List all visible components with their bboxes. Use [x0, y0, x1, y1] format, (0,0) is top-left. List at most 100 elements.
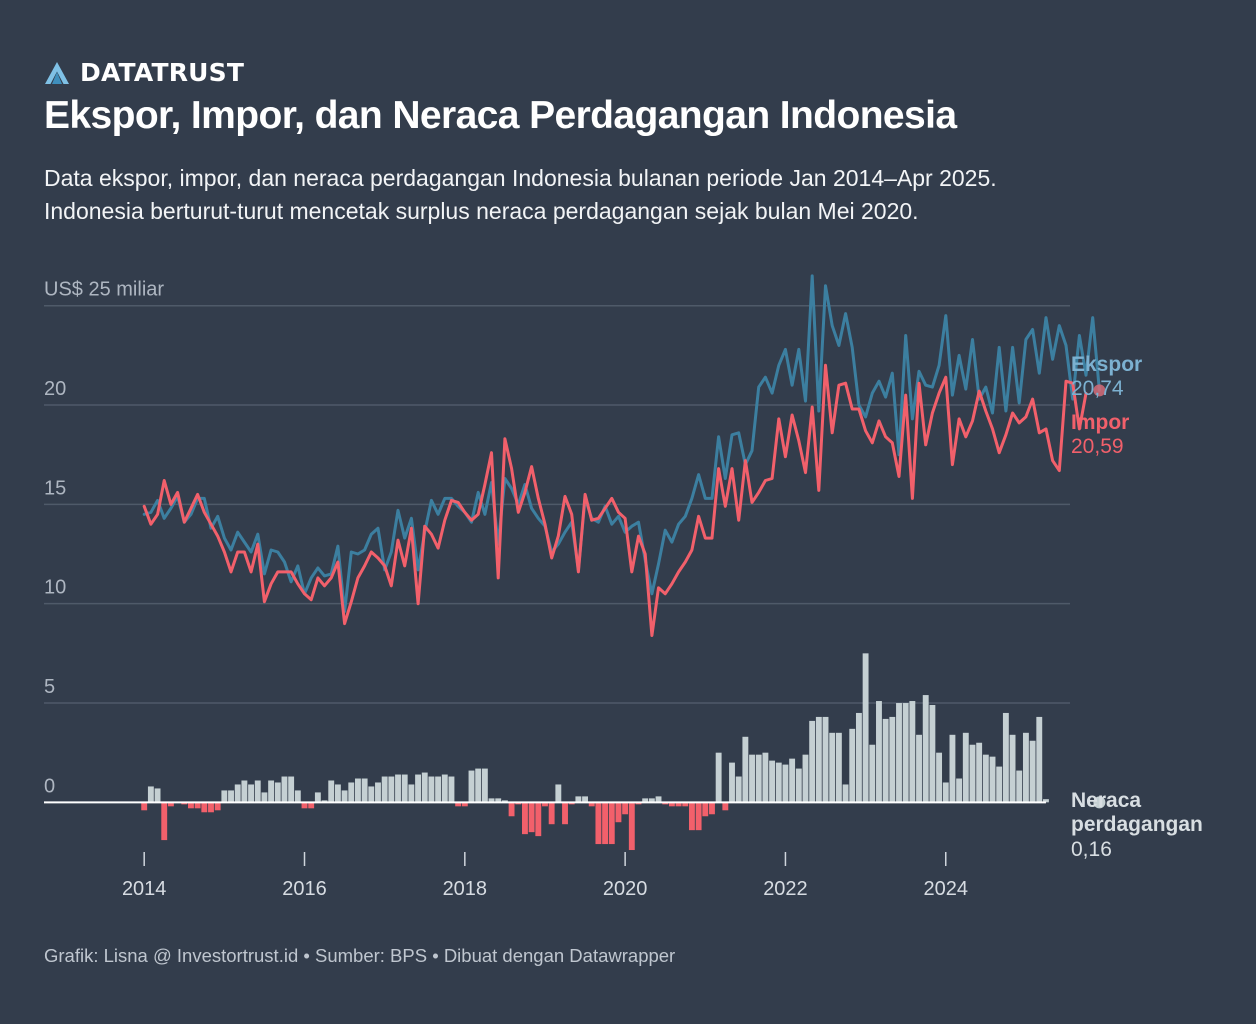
chart-labels: US$ 25 miliar 20 15 10 5 0 2014 2016 2018 2020 202…: [44, 279, 1203, 900]
neraca-bar-2017-12: [455, 802, 462, 807]
ekspor-end-dot: [1093, 384, 1106, 397]
neraca-bar-2024-10: [1002, 712, 1009, 803]
neraca-bar-2024-07: [982, 754, 989, 803]
neraca-bar-2020-06: [655, 796, 662, 803]
neraca-bar-2024-05: [969, 744, 976, 803]
neraca-bar-2016-06: [334, 784, 341, 803]
neraca-series-label-line2: perdagangan: [1071, 813, 1203, 836]
neraca-bars: [44, 653, 1049, 851]
neraca-bar-2019-01: [542, 802, 548, 807]
neraca-bar-2017-04: [401, 774, 408, 803]
neraca-bar-2015-05: [248, 784, 255, 803]
neraca-bar-2024-12: [1016, 770, 1023, 803]
y-tick-label-15: 15: [44, 477, 66, 499]
neraca-bar-2022-06: [815, 716, 822, 803]
neraca-bar-2021-09: [755, 754, 762, 803]
neraca-bar-2015-07: [261, 792, 268, 803]
neraca-bar-2023-05: [889, 716, 896, 803]
x-tick-label-2020: 2020: [603, 878, 648, 900]
neraca-bar-2021-04: [722, 802, 729, 811]
neraca-bar-2019-07: [582, 796, 588, 803]
neraca-bar-2015-06: [254, 780, 261, 803]
series-lines: [142, 274, 1106, 809]
neraca-bar-2014-01: [141, 802, 148, 811]
neraca-bar-2021-12: [775, 762, 782, 803]
neraca-bar-2022-03: [795, 768, 802, 803]
neraca-bar-2017-03: [395, 774, 401, 803]
neraca-bar-2025-01: [1022, 732, 1029, 803]
neraca-bar-2021-01: [702, 802, 709, 817]
neraca-bar-2019-03: [555, 784, 562, 803]
neraca-bar-2022-11: [849, 728, 856, 803]
neraca-bar-2017-09: [435, 776, 442, 803]
neraca-bar-2020-10: [682, 802, 689, 807]
neraca-bar-2024-06: [976, 742, 983, 803]
neraca-bar-2014-05: [167, 802, 174, 807]
page-title: Ekspor, Impor, dan Neraca Perdagangan In…: [44, 94, 957, 137]
neraca-bar-2021-05: [729, 762, 735, 803]
neraca-bar-2017-01: [381, 776, 388, 803]
neraca-bar-2015-09: [274, 782, 281, 803]
neraca-bar-2016-10: [361, 778, 368, 803]
y-tick-label-20: 20: [44, 378, 66, 400]
neraca-bar-2024-08: [989, 756, 996, 803]
neraca-bar-2021-03: [715, 752, 722, 803]
neraca-series-label-line1: Neraca: [1071, 789, 1141, 812]
neraca-bar-2018-02: [468, 770, 475, 803]
neraca-bar-2018-01: [461, 802, 468, 807]
impor-series-label: Impor: [1071, 411, 1129, 434]
neraca-bar-2017-07: [421, 772, 428, 803]
neraca-bar-2017-11: [448, 776, 455, 803]
neraca-bar-2020-02: [628, 802, 635, 851]
footer-credit: Grafik: Lisna @ Investortrust.id • Sumbe…: [44, 945, 676, 966]
y-tick-label-5: 5: [44, 676, 55, 698]
neraca-bar-2024-11: [1009, 734, 1016, 803]
neraca-bar-2017-02: [388, 776, 395, 803]
neraca-bar-2020-05: [648, 798, 655, 803]
neraca-bar-2024-02: [949, 734, 956, 803]
y-tick-label-10: 10: [44, 577, 66, 599]
neraca-bar-2022-02: [789, 758, 796, 803]
neraca-bar-2014-08: [188, 802, 194, 809]
neraca-bar-2019-09: [595, 802, 602, 845]
neraca-bar-2014-10: [201, 802, 208, 813]
neraca-bar-2017-10: [441, 774, 448, 803]
neraca-bar-2025-02: [1029, 740, 1036, 803]
neraca-bar-2022-08: [829, 732, 836, 803]
neraca-bar-2019-06: [575, 796, 582, 803]
neraca-bar-2015-03: [234, 784, 241, 803]
neraca-bar-2023-03: [876, 701, 882, 803]
neraca-bar-2016-11: [368, 786, 375, 803]
neraca-bar-2017-08: [428, 776, 435, 803]
ekspor-series-label: Ekspor: [1071, 353, 1142, 376]
neraca-bar-2021-11: [769, 760, 776, 803]
neraca-bar-2022-10: [842, 784, 849, 803]
neraca-bar-2016-12: [375, 782, 381, 803]
neraca-bar-2014-04: [161, 802, 168, 841]
neraca-bar-2019-10: [602, 802, 609, 845]
y-tick-label-0: 0: [44, 775, 55, 797]
impor-end-value: 20,59: [1071, 435, 1124, 458]
neraca-bar-2023-12: [936, 752, 943, 803]
subtitle: Data ekspor, impor, dan neraca perdagang…: [44, 162, 1234, 228]
neraca-bar-2025-04: [1043, 799, 1049, 803]
neraca-bar-2014-12: [214, 802, 221, 811]
neraca-bar-2018-12: [535, 802, 542, 837]
neraca-bar-2020-08: [668, 802, 675, 807]
neraca-bar-2016-02: [308, 802, 315, 809]
neraca-bar-2023-09: [916, 734, 922, 803]
neraca-bar-2015-10: [281, 776, 288, 803]
neraca-bar-2015-12: [294, 790, 301, 803]
neraca-bar-2022-01: [782, 764, 789, 803]
brand: DATATRUST: [44, 58, 244, 87]
neraca-bar-2025-03: [1036, 716, 1043, 803]
neraca-bar-2020-12: [695, 802, 702, 831]
ekspor-line: [142, 274, 1101, 614]
neraca-bar-2020-11: [688, 802, 695, 831]
neraca-bar-2014-03: [154, 788, 161, 803]
neraca-bar-2016-01: [301, 802, 308, 809]
brand-name: DATATRUST: [80, 58, 245, 87]
neraca-bar-2018-04: [481, 768, 488, 803]
neraca-bar-2023-07: [902, 703, 909, 803]
neraca-bar-2016-05: [328, 780, 335, 803]
